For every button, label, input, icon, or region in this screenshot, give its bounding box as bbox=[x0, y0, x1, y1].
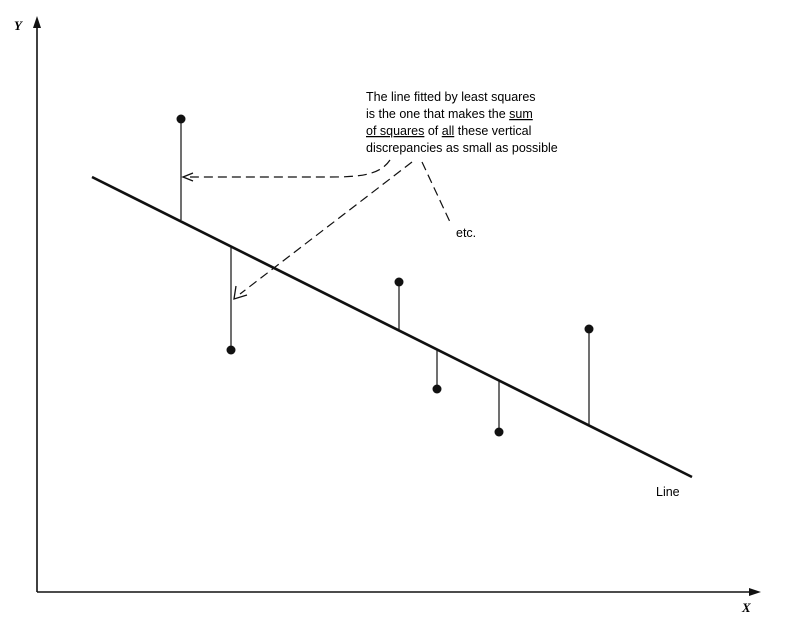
annotation-line-2: is the one that makes the sum bbox=[366, 107, 533, 121]
annotation-of-squares: of squares bbox=[366, 124, 424, 138]
x-axis-arrowhead bbox=[749, 588, 761, 596]
annotation-line-3-d: these vertical bbox=[454, 124, 531, 138]
data-point bbox=[432, 384, 442, 394]
data-point bbox=[176, 114, 186, 124]
data-points bbox=[176, 114, 594, 437]
line-label: Line bbox=[656, 485, 680, 499]
annotation-etc: etc. bbox=[456, 226, 476, 240]
pointer-arrow-upper bbox=[190, 159, 391, 178]
residuals bbox=[180, 119, 590, 432]
annotation-line-3-b: of bbox=[424, 124, 441, 138]
arrowhead-upper bbox=[181, 172, 194, 182]
pointer-arrow-lower bbox=[239, 161, 413, 295]
annotation-line-1: The line fitted by least squares bbox=[366, 90, 536, 104]
y-axis-label: Y bbox=[14, 18, 23, 33]
x-axis-label: X bbox=[741, 600, 751, 615]
data-point bbox=[394, 277, 404, 287]
annotation-sum: sum bbox=[509, 107, 533, 121]
annotation-line-3: of squares of all these vertical bbox=[366, 124, 531, 138]
pointer-etc bbox=[421, 161, 451, 223]
arrowhead-lower bbox=[233, 285, 248, 300]
annotation-all: all bbox=[442, 124, 455, 138]
data-point bbox=[584, 324, 594, 334]
data-point bbox=[494, 427, 504, 437]
annotation-line-4: discrepancies as small as possible bbox=[366, 141, 558, 155]
pointer-arrows bbox=[190, 159, 451, 295]
annotation-line-2-a: is the one that makes the bbox=[366, 107, 509, 121]
y-axis-arrowhead bbox=[33, 16, 41, 28]
axes bbox=[33, 16, 761, 596]
fitted-line bbox=[91, 175, 693, 479]
data-point bbox=[226, 345, 236, 355]
pointer-arrowheads bbox=[181, 172, 248, 300]
